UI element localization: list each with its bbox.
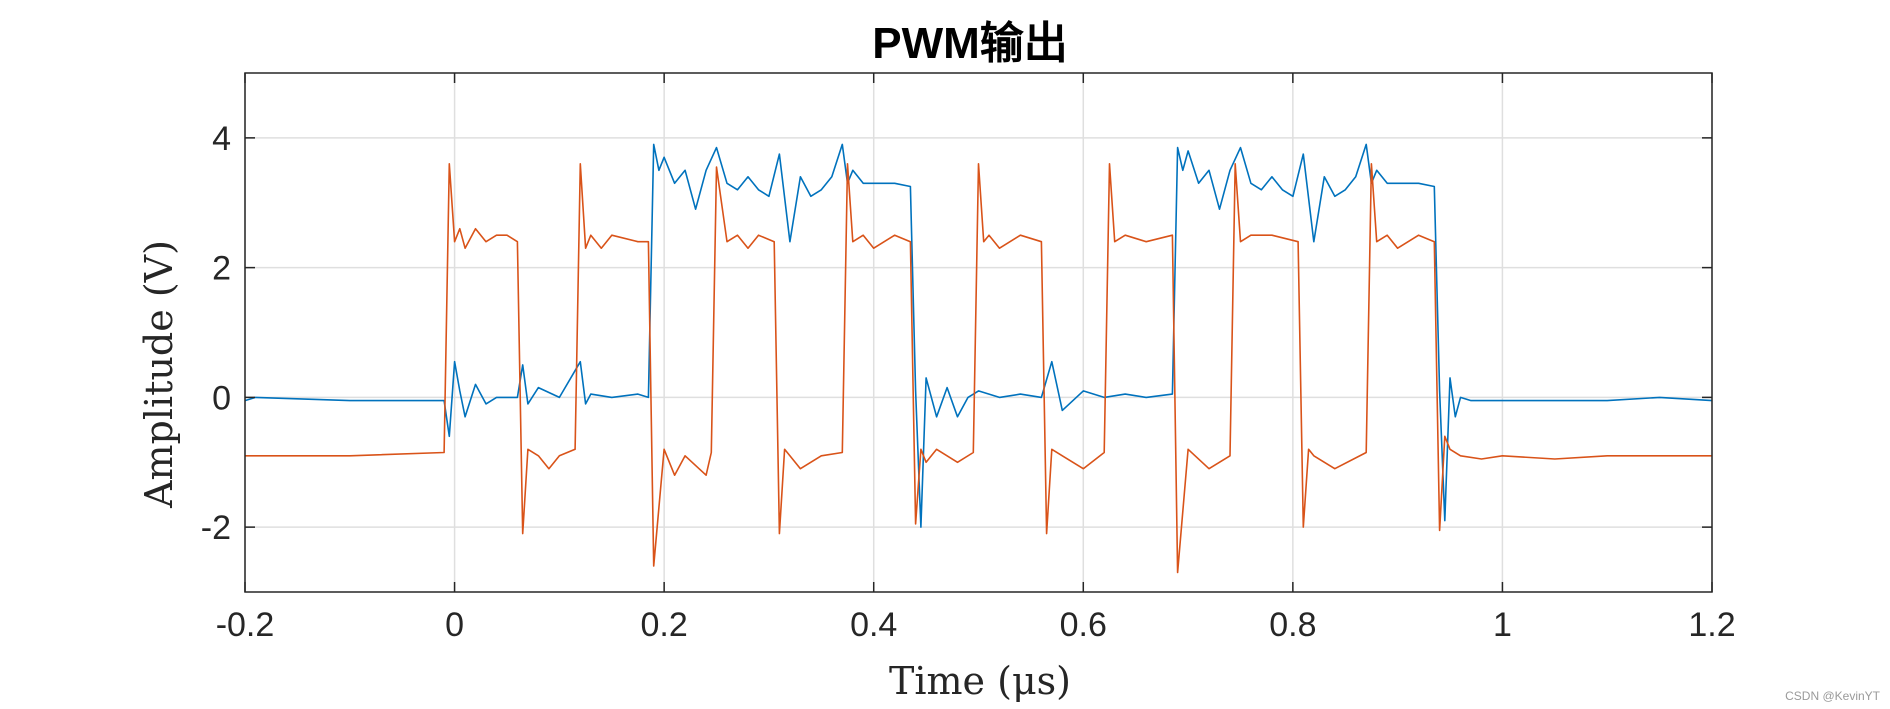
x-tick-label: 0 [445, 606, 464, 644]
y-tick-label: 2 [212, 250, 231, 288]
x-tick-label: 1 [1493, 606, 1512, 644]
watermark: CSDN @KevinYT [1785, 689, 1880, 703]
x-tick-label: -0.2 [216, 606, 275, 644]
series-line-2 [245, 163, 1712, 574]
y-axis-label: Amplitude (V) [137, 240, 181, 509]
x-tick-label: 0.2 [641, 606, 688, 644]
plot-background [245, 73, 1712, 592]
x-tick-label: 0.6 [1060, 606, 1107, 644]
x-axis-label: Time (μs) [889, 659, 1071, 703]
y-tick-label: -2 [201, 509, 231, 547]
y-tick-label: 0 [212, 379, 231, 417]
x-tick-label: 1.2 [1688, 606, 1735, 644]
axes-box [244, 72, 1713, 593]
y-tick-label: 4 [212, 120, 231, 158]
x-tick-label: 0.4 [850, 606, 897, 644]
chart-title: PWM输出 [872, 19, 1068, 68]
plot-area: -0.2 0 0.2 0.4 0.6 0.8 1 1.2 -2 0 2 4 [201, 72, 1736, 644]
x-tick-label: 0.8 [1269, 606, 1316, 644]
